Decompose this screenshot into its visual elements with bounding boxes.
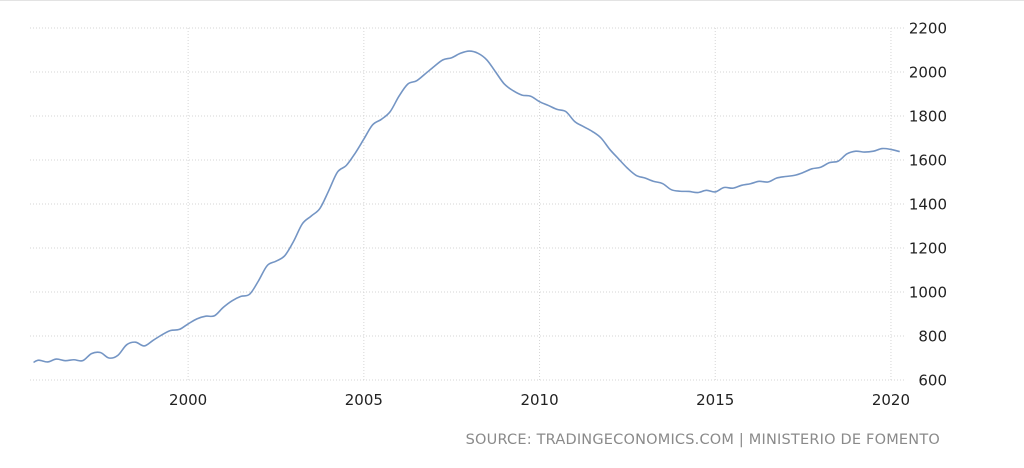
plot-area bbox=[33, 50, 900, 364]
top-border bbox=[0, 0, 1024, 1]
x-tick-label: 2005 bbox=[345, 391, 383, 409]
y-tick-label: 1600 bbox=[909, 152, 947, 170]
y-tick-label: 1400 bbox=[909, 196, 947, 214]
x-axis: 2000 2005 2010 2015 2020 bbox=[169, 391, 910, 409]
series-line bbox=[33, 50, 900, 364]
y-tick-label: 1200 bbox=[909, 240, 947, 258]
y-tick-label: 800 bbox=[918, 328, 947, 346]
x-tick-label: 2010 bbox=[520, 391, 558, 409]
x-tick-label: 2015 bbox=[696, 391, 734, 409]
x-tick-label: 2000 bbox=[169, 391, 207, 409]
y-tick-label: 1000 bbox=[909, 284, 947, 302]
y-tick-label: 600 bbox=[918, 372, 947, 390]
x-tick-label: 2020 bbox=[872, 391, 910, 409]
y-tick-label: 1800 bbox=[909, 108, 947, 126]
y-tick-label: 2000 bbox=[909, 64, 947, 82]
y-axis: 600 800 1000 1200 1400 1600 1800 2000 2200 bbox=[909, 20, 947, 390]
y-tick-label: 2200 bbox=[909, 20, 947, 38]
grid-lines bbox=[30, 27, 905, 381]
source-credit: SOURCE: TRADINGECONOMICS.COM | MINISTERI… bbox=[465, 432, 940, 448]
